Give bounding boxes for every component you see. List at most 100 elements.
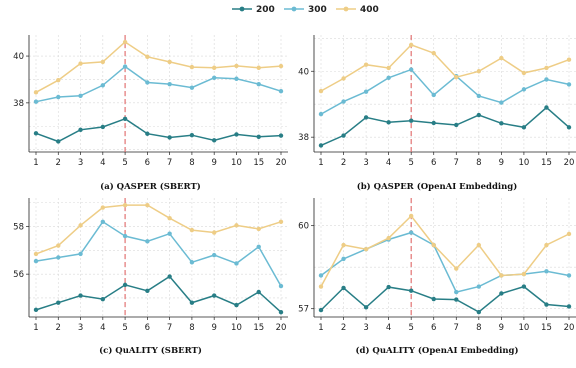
chart-panel-1: 1 2 3 4 5 6 7 8 9 10 15 20 38 40 (a) QASPER (SBERT) [13,35,288,192]
data-point [566,304,572,309]
legend-label: 200 [256,5,275,15]
data-point [499,273,504,278]
data-point [56,94,61,100]
x-tick-label: 9 [499,323,504,333]
x-tick-label: 7 [454,158,459,168]
data-point [167,135,172,140]
data-point [33,90,39,95]
data-point [33,99,39,104]
data-point [100,83,106,88]
data-point [100,59,106,65]
data-point [454,289,459,295]
data-point [189,227,195,233]
data-point [33,131,39,136]
data-point [476,242,482,248]
x-tick-label: 3 [363,158,368,168]
series-line [320,285,570,313]
series-300 [318,67,572,117]
data-point [256,244,261,249]
data-point [499,55,504,61]
y-tick-label: 57 [298,305,309,315]
x-tick-label: 4 [386,158,391,168]
data-point [211,293,217,298]
data-point [211,252,217,258]
data-point [211,65,217,70]
data-point [234,132,239,137]
data-point [234,63,239,69]
x-tick-label: 20 [564,323,575,333]
x-tick-label: 20 [276,323,287,333]
data-point [122,64,128,69]
data-point [145,80,150,85]
data-point [145,288,150,294]
data-point [431,92,436,98]
panel-caption: (d) QuALITY (OpenAI Embedding) [355,345,518,356]
data-point [431,242,436,248]
series-200 [33,274,284,315]
x-tick-label: 6 [431,158,436,168]
series-200 [33,116,284,144]
data-point [33,307,39,313]
data-point [544,302,549,307]
series-400 [318,213,572,289]
x-tick-label: 15 [253,158,264,168]
legend-item-300: 300 [284,5,327,15]
panel-caption: (b) QASPER (OpenAI Embedding) [357,181,518,192]
data-point [278,310,284,315]
data-point [386,120,391,125]
series-200 [318,284,572,315]
data-point [256,289,261,295]
x-tick-label: 3 [363,323,368,333]
x-tick-label: 8 [476,323,481,333]
data-point [566,57,572,62]
data-point [318,284,324,289]
data-point [341,242,346,248]
x-tick-label: 8 [189,323,194,333]
x-tick-label: 1 [318,158,323,168]
data-point [189,64,195,70]
grid [29,35,288,152]
data-point [363,62,369,67]
data-point [318,143,324,148]
data-point [234,302,239,308]
data-point [363,246,369,252]
data-point [189,132,195,138]
x-tick-label: 7 [167,323,172,333]
series-400 [33,39,284,95]
data-point [100,124,106,130]
x-tick-label: 10 [518,323,529,333]
data-point [318,307,324,313]
data-point [78,93,83,99]
x-tick-label: 7 [454,323,459,333]
data-point [521,87,527,92]
data-point [408,213,414,219]
x-tick-label: 20 [564,158,575,168]
x-tick-label: 2 [341,158,346,168]
data-point [78,127,83,132]
data-point [499,100,504,105]
x-tick-label: 15 [541,323,552,333]
data-point [476,284,482,289]
data-point [363,115,369,120]
panel-caption: (c) QuALITY (SBERT) [99,345,202,356]
data-point [318,111,324,117]
series-400 [33,202,284,257]
x-tick-label: 9 [211,158,216,168]
x-tick-label: 15 [253,323,264,333]
data-point [454,266,459,271]
data-point [363,305,369,310]
x-tick-label: 10 [231,158,242,168]
data-point [100,205,106,210]
data-point [408,288,414,293]
data-point [341,99,346,104]
data-point [521,271,527,277]
series-line [35,204,282,255]
y-tick-label: 40 [13,52,24,62]
x-tick-label: 3 [78,158,83,168]
x-tick-label: 10 [518,158,529,168]
x-tick-label: 5 [408,158,413,168]
y-tick-label: 58 [13,223,24,233]
